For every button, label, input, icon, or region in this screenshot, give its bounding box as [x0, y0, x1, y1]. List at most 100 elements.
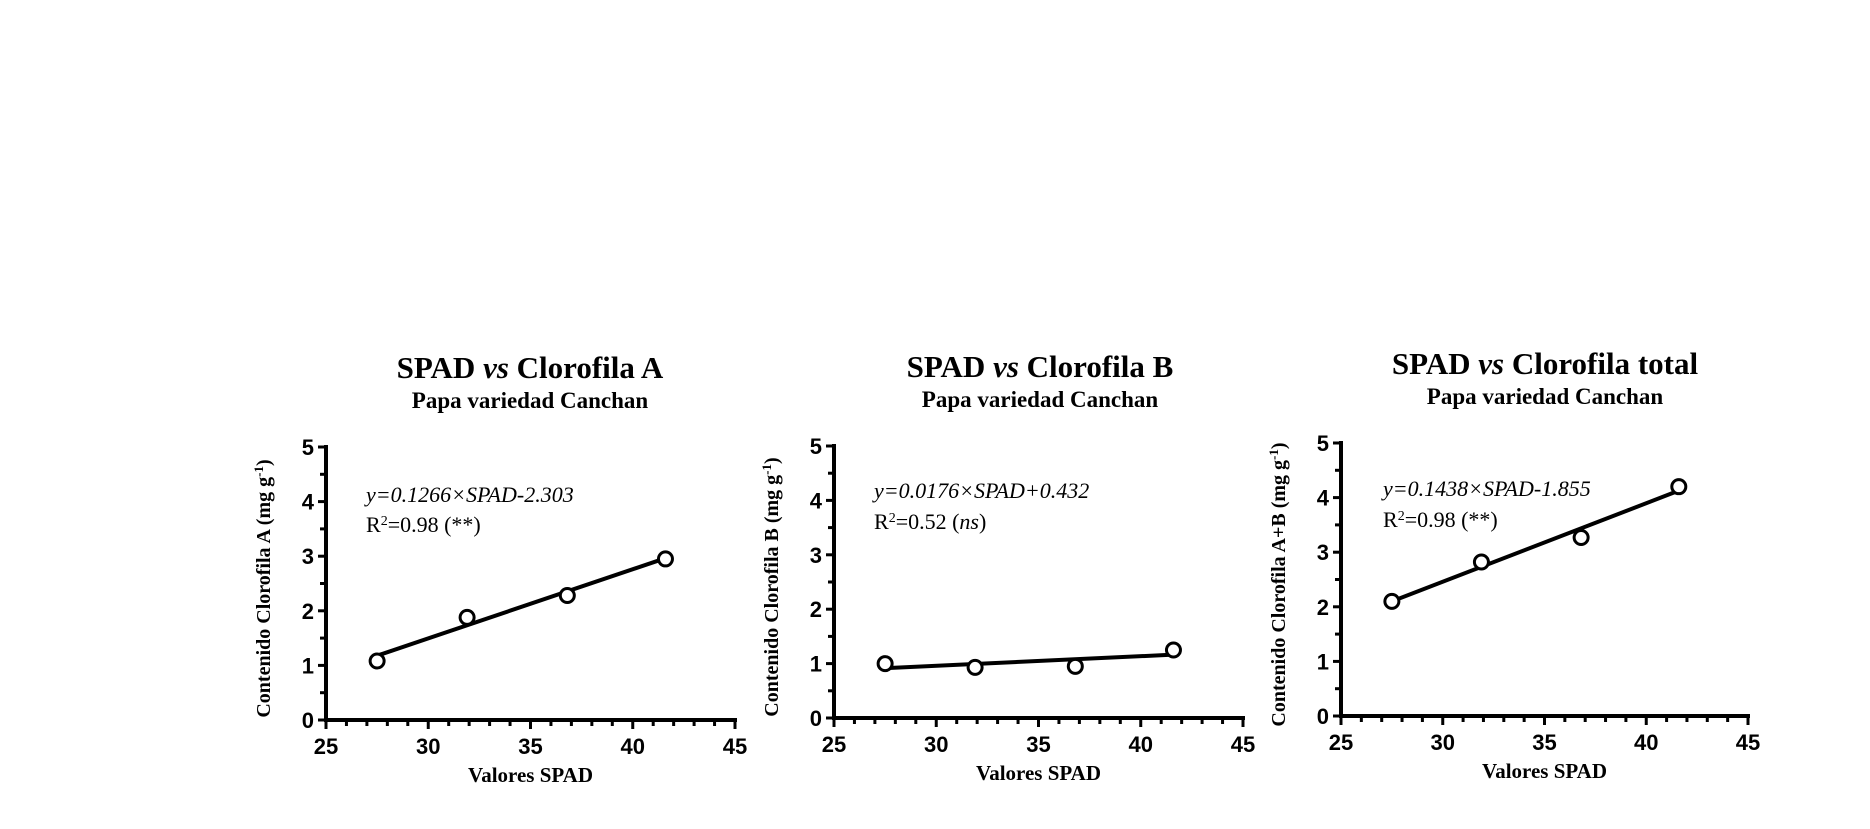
chart-subtitle: Papa variedad Canchan [412, 388, 649, 413]
chart-title: SPAD vs Clorofila B [907, 349, 1174, 384]
data-point [1670, 478, 1688, 496]
regression-equation: y=0.1266×SPAD-2.303 [364, 482, 574, 507]
data-point [876, 655, 894, 673]
chart-3: SPAD vs Clorofila total Papa variedad Can… [1266, 346, 1761, 783]
r2-superscript: 2 [1398, 509, 1405, 524]
data-point [1472, 553, 1490, 571]
x-tick-label: 35 [518, 734, 542, 759]
data-point [1164, 641, 1182, 659]
chart-2: SPAD vs Clorofila B Papa variedad Canchan… [759, 349, 1256, 785]
title-italic-text: vs [993, 349, 1019, 384]
r2-text: R [366, 512, 381, 537]
y-tick-label: 2 [1317, 595, 1329, 620]
chart-title: SPAD vs Clorofila A [397, 350, 664, 385]
y-tick-label: 2 [810, 597, 822, 622]
y-tick-label: 2 [302, 599, 314, 624]
y-tick-label: 5 [1317, 431, 1329, 456]
y-axis-label: Contenido Clorofila A+B (mg g-1) [1266, 442, 1291, 726]
y-tick-label: 1 [1317, 649, 1329, 674]
x-tick-label: 25 [822, 732, 846, 757]
y-tick-label: 5 [302, 435, 314, 460]
x-tick-label: 30 [924, 732, 948, 757]
r2-text: ) [1490, 507, 1497, 532]
x-axis-label: Valores SPAD [976, 761, 1101, 785]
y-tick-label: 1 [302, 653, 314, 678]
title-text: SPAD [397, 350, 483, 385]
y-axis-label-text: Contenido Clorofila A (mg g [253, 477, 275, 718]
title-text: SPAD [1392, 346, 1478, 381]
x-tick-label: 45 [1736, 730, 1760, 755]
data-point [1572, 528, 1590, 546]
data-point [1383, 592, 1401, 610]
r2-significance: ** [451, 512, 473, 537]
y-axis-label-text: ) [253, 459, 275, 466]
y-tick-label: 3 [302, 544, 314, 569]
y-tick-label: 3 [810, 543, 822, 568]
x-tick-label: 25 [314, 734, 338, 759]
title-text: Clorofila B [1019, 349, 1173, 384]
chart-subtitle: Papa variedad Canchan [922, 387, 1159, 412]
data-point [966, 658, 984, 676]
y-axis-label: Contenido Clorofila B (mg g-1) [759, 457, 784, 716]
data-point [1066, 657, 1084, 675]
chart-1: SPAD vs Clorofila A Papa variedad Canchan… [251, 350, 748, 787]
x-tick-label: 35 [1532, 730, 1556, 755]
regression-line [885, 652, 1174, 671]
x-tick-label: 30 [416, 734, 440, 759]
x-tick-label: 40 [621, 734, 645, 759]
y-tick-label: 0 [810, 706, 822, 731]
y-tick-label: 4 [1317, 486, 1330, 511]
x-tick-label: 30 [1431, 730, 1455, 755]
y-axis-label-text: ) [761, 457, 783, 464]
r2-text: =0.98 ( [1405, 507, 1469, 532]
data-point [458, 608, 476, 626]
r2-text: =0.52 ( [896, 509, 960, 534]
title-text: Clorofila A [509, 350, 664, 385]
r-squared-annotation: R2=0.98 (**) [366, 512, 481, 537]
x-tick-label: 35 [1026, 732, 1050, 757]
x-tick-label: 40 [1634, 730, 1658, 755]
r2-text: ) [979, 509, 986, 534]
y-axis-label-text: Contenido Clorofila B (mg g [761, 475, 783, 717]
y-tick-label: 4 [810, 488, 823, 513]
r-squared-annotation: R2=0.52 (ns) [874, 509, 986, 534]
r-squared-annotation: R2=0.98 (**) [1383, 507, 1498, 532]
x-tick-label: 45 [723, 734, 747, 759]
chart-title: SPAD vs Clorofila total [1392, 346, 1699, 381]
y-axis-label-text: ) [1268, 442, 1290, 449]
r2-superscript: 2 [889, 511, 896, 526]
x-tick-label: 25 [1329, 730, 1353, 755]
y-axis-label-superscript: -1 [251, 466, 266, 477]
y-tick-label: 3 [1317, 540, 1329, 565]
data-point [656, 550, 674, 568]
regression-line [1391, 488, 1680, 604]
r2-significance: ns [959, 509, 979, 534]
y-tick-label: 5 [810, 434, 822, 459]
regression-equation: y=0.0176×SPAD+0.432 [872, 478, 1089, 503]
r2-text: R [874, 509, 889, 534]
y-axis-label-text: Contenido Clorofila A+B (mg g [1268, 460, 1290, 727]
title-italic-text: vs [483, 350, 509, 385]
title-text: SPAD [907, 349, 993, 384]
y-tick-label: 4 [302, 490, 315, 515]
r2-superscript: 2 [381, 514, 388, 529]
x-axis-label: Valores SPAD [1482, 759, 1607, 783]
x-tick-label: 40 [1129, 732, 1153, 757]
r2-significance: ** [1468, 507, 1490, 532]
r2-text: ) [473, 512, 480, 537]
data-point [558, 587, 576, 605]
chart-subtitle: Papa variedad Canchan [1427, 384, 1664, 409]
y-tick-label: 1 [810, 652, 822, 677]
r2-text: =0.98 ( [388, 512, 452, 537]
regression-equation: y=0.1438×SPAD-1.855 [1381, 476, 1591, 501]
r2-text: R [1383, 507, 1398, 532]
y-axis-label: Contenido Clorofila A (mg g-1) [251, 459, 276, 717]
y-axis-label-superscript: -1 [1266, 449, 1281, 460]
x-axis-label: Valores SPAD [468, 763, 593, 787]
data-point [368, 652, 386, 670]
y-axis-label-superscript: -1 [759, 464, 774, 475]
y-tick-label: 0 [1317, 704, 1329, 729]
y-tick-label: 0 [302, 708, 314, 733]
regression-line [376, 556, 667, 658]
